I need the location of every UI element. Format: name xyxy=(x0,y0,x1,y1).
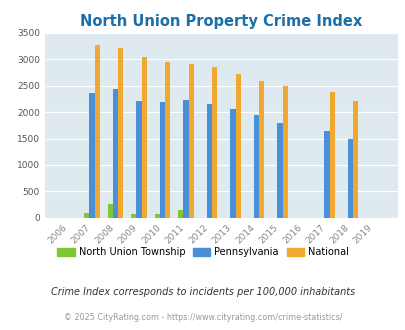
Bar xyxy=(165,62,170,218)
Bar xyxy=(258,81,264,218)
Bar xyxy=(347,139,352,218)
Bar xyxy=(235,74,240,218)
Legend: North Union Township, Pennsylvania, National: North Union Township, Pennsylvania, Nati… xyxy=(53,243,352,261)
Bar xyxy=(188,64,193,218)
Bar xyxy=(183,100,188,218)
Bar xyxy=(207,104,211,218)
Bar xyxy=(118,48,123,218)
Bar xyxy=(94,45,100,218)
Bar xyxy=(211,67,217,218)
Bar xyxy=(160,102,165,218)
Bar xyxy=(230,109,235,218)
Bar xyxy=(136,101,141,218)
Bar xyxy=(253,115,258,218)
Bar xyxy=(277,123,282,218)
Bar xyxy=(107,204,113,218)
Text: © 2025 CityRating.com - https://www.cityrating.com/crime-statistics/: © 2025 CityRating.com - https://www.city… xyxy=(64,313,341,322)
Bar xyxy=(352,101,358,218)
Bar xyxy=(113,89,118,218)
Bar xyxy=(154,214,160,218)
Bar xyxy=(282,86,287,218)
Title: North Union Property Crime Index: North Union Property Crime Index xyxy=(80,14,362,29)
Bar xyxy=(324,131,329,218)
Bar xyxy=(84,213,89,218)
Bar xyxy=(329,92,334,218)
Bar xyxy=(131,214,136,218)
Text: Crime Index corresponds to incidents per 100,000 inhabitants: Crime Index corresponds to incidents per… xyxy=(51,287,354,297)
Bar xyxy=(89,93,94,218)
Bar xyxy=(141,57,146,218)
Bar xyxy=(178,210,183,218)
